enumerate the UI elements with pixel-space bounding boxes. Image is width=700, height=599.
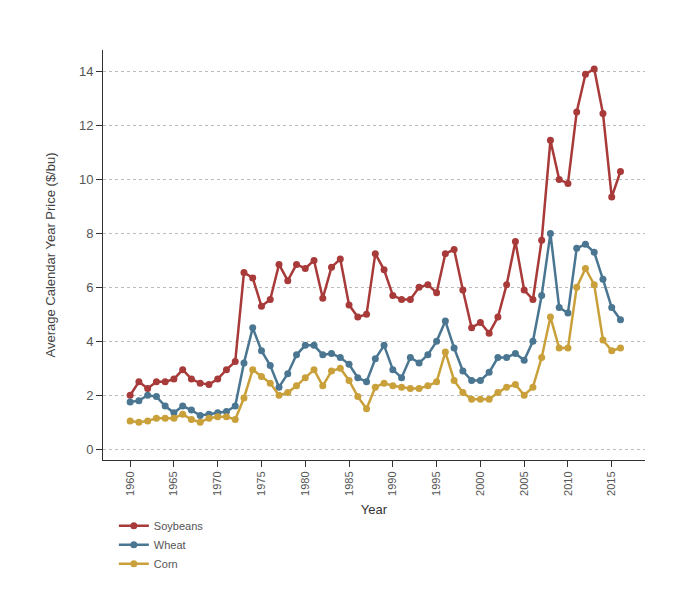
- svg-text:14: 14: [79, 64, 93, 79]
- svg-text:2010: 2010: [562, 471, 574, 495]
- svg-text:8: 8: [86, 226, 93, 241]
- svg-text:Average Calendar Year Price ($: Average Calendar Year Price ($/bu): [43, 153, 58, 358]
- svg-text:4: 4: [86, 334, 93, 349]
- svg-text:6: 6: [86, 280, 93, 295]
- svg-text:Year: Year: [361, 502, 388, 517]
- svg-text:1995: 1995: [430, 471, 442, 495]
- svg-text:Soybeans: Soybeans: [154, 520, 203, 532]
- svg-text:2015: 2015: [605, 471, 617, 495]
- svg-text:2000: 2000: [474, 471, 486, 495]
- svg-text:1985: 1985: [343, 471, 355, 495]
- svg-text:1965: 1965: [167, 471, 179, 495]
- svg-text:2005: 2005: [518, 471, 530, 495]
- svg-text:1970: 1970: [211, 471, 223, 495]
- svg-text:10: 10: [79, 172, 93, 187]
- svg-text:1975: 1975: [255, 471, 267, 495]
- svg-text:Corn: Corn: [154, 558, 178, 570]
- svg-text:12: 12: [79, 118, 93, 133]
- svg-text:1990: 1990: [386, 471, 398, 495]
- svg-text:1960: 1960: [124, 471, 136, 495]
- svg-text:Wheat: Wheat: [154, 539, 186, 551]
- svg-text:2: 2: [86, 388, 93, 403]
- svg-text:1980: 1980: [299, 471, 311, 495]
- svg-text:0: 0: [86, 442, 93, 457]
